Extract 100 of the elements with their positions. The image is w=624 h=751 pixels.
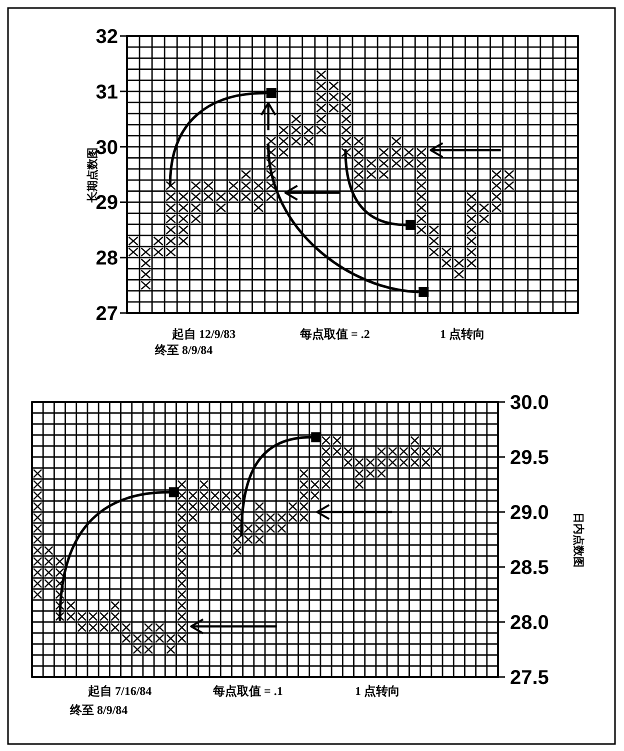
point	[290, 114, 302, 124]
point	[354, 180, 364, 190]
point	[341, 114, 352, 124]
point	[240, 192, 252, 202]
point	[178, 214, 189, 224]
point	[366, 170, 376, 180]
point	[466, 203, 477, 212]
y-tick-label: 29.5	[510, 447, 549, 469]
point	[303, 126, 314, 135]
point	[140, 258, 151, 268]
point	[177, 600, 186, 610]
point	[177, 556, 186, 566]
point	[303, 136, 314, 146]
point	[166, 214, 176, 224]
point	[166, 225, 176, 235]
point	[178, 192, 189, 202]
point	[278, 136, 289, 146]
point	[110, 600, 120, 610]
point	[253, 203, 264, 212]
point	[203, 180, 214, 190]
point	[316, 126, 326, 135]
point	[321, 468, 331, 478]
point	[354, 136, 364, 146]
y-tick-label: 29.0	[510, 502, 549, 524]
point	[278, 148, 289, 157]
point	[153, 247, 164, 257]
point	[153, 236, 164, 246]
point	[441, 247, 452, 257]
text: 每点取值 = .1	[212, 684, 283, 698]
point	[428, 247, 440, 257]
point	[341, 136, 352, 146]
point	[378, 170, 389, 180]
point	[266, 136, 276, 146]
point	[478, 203, 490, 212]
point	[416, 148, 427, 157]
y-tick-label: 30.0	[510, 392, 549, 414]
point	[190, 192, 202, 202]
point	[441, 258, 452, 268]
text: 1 点转向	[355, 684, 400, 698]
point	[328, 92, 339, 102]
point	[177, 622, 186, 632]
point	[466, 247, 477, 257]
point	[378, 148, 389, 157]
point	[321, 458, 331, 468]
y-tick-label: 27.5	[510, 667, 549, 689]
y-tick-label: 32	[96, 26, 118, 48]
point	[266, 192, 276, 202]
point	[290, 126, 302, 135]
text: 起自 12/9/83	[171, 327, 236, 341]
point	[316, 81, 326, 90]
y-tick-label: 28.0	[510, 612, 549, 634]
y-tick-label: 28.5	[510, 557, 549, 579]
point	[232, 512, 242, 522]
point	[253, 192, 264, 202]
point	[416, 180, 427, 190]
point	[316, 92, 326, 102]
point	[177, 578, 186, 588]
y-tick-label: 28	[96, 248, 118, 270]
point	[328, 103, 339, 113]
point	[290, 136, 302, 146]
point	[166, 236, 176, 246]
point	[316, 103, 326, 113]
point	[166, 192, 176, 202]
point	[278, 126, 289, 135]
text: 终至 8/9/84	[69, 703, 128, 717]
point	[166, 247, 176, 257]
point	[354, 148, 364, 157]
point	[391, 136, 402, 146]
point	[177, 524, 186, 534]
point	[416, 225, 427, 235]
point	[232, 546, 242, 556]
point	[410, 436, 420, 446]
point	[416, 170, 427, 180]
point	[404, 158, 414, 168]
point	[166, 180, 176, 190]
point	[428, 225, 440, 235]
point	[178, 225, 189, 235]
text: 每点取值 = .2	[299, 327, 370, 341]
point	[391, 148, 402, 157]
point	[491, 192, 502, 202]
point	[466, 214, 477, 224]
point	[166, 203, 176, 212]
point	[266, 148, 276, 157]
point	[177, 568, 186, 578]
point	[177, 612, 186, 622]
point	[504, 180, 514, 190]
point	[416, 214, 427, 224]
point	[190, 203, 202, 212]
point	[366, 158, 376, 168]
point	[316, 70, 326, 80]
point	[491, 170, 502, 180]
text: 起自 7/16/84	[87, 684, 152, 698]
text: 终至 8/9/84	[154, 343, 213, 357]
point	[199, 480, 209, 490]
point	[228, 180, 239, 190]
point	[228, 192, 239, 202]
point	[140, 280, 151, 290]
point	[416, 192, 427, 202]
point	[240, 170, 252, 180]
point	[266, 170, 276, 180]
